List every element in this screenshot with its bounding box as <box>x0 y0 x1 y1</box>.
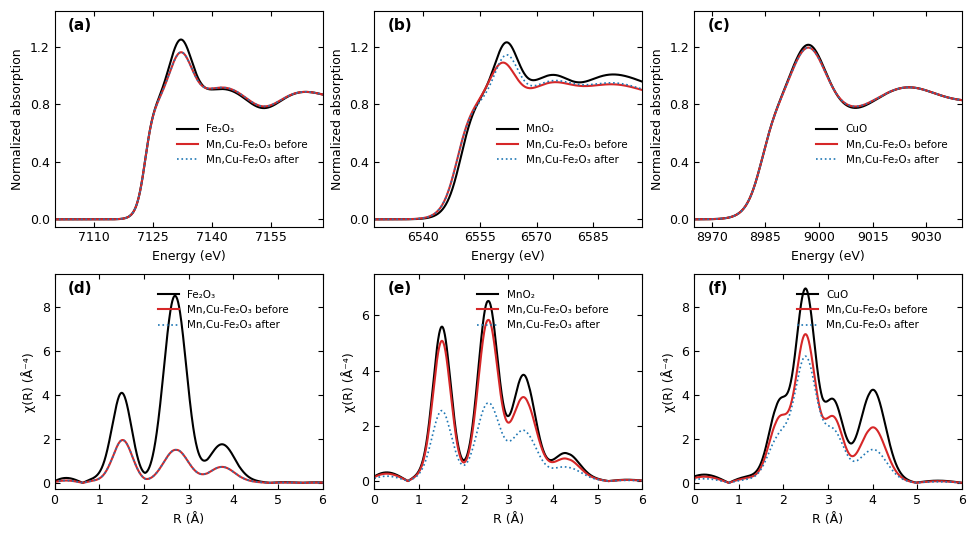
Fe₂O₃ <box>167 52 179 58</box>
Legend: MnO₂, Mn,Cu-Fe₂O₃ before, Mn,Cu-Fe₂O₃ after: MnO₂, Mn,Cu-Fe₂O₃ before, Mn,Cu-Fe₂O₃ af… <box>473 286 613 335</box>
Fe₂O₃ <box>233 91 244 98</box>
Mn,Cu-Fe₂O₃ before <box>258 103 270 110</box>
Mn,Cu-Fe₂O₃ before <box>167 61 179 68</box>
Fe₂O₃ <box>175 37 187 43</box>
Mn,Cu-Fe₂O₃ before <box>49 216 61 222</box>
Fe₂O₃ <box>317 91 328 98</box>
Text: (e): (e) <box>388 280 411 295</box>
Mn,Cu-Fe₂O₃ after <box>49 216 61 222</box>
Fe₂O₃ <box>263 104 275 111</box>
Mn,Cu-Fe₂O₃ before <box>317 91 328 98</box>
X-axis label: R (Å): R (Å) <box>173 513 204 526</box>
X-axis label: Energy (eV): Energy (eV) <box>151 250 226 263</box>
Fe₂O₃ <box>258 105 270 111</box>
X-axis label: Energy (eV): Energy (eV) <box>791 250 865 263</box>
Legend: CuO, Mn,Cu-Fe₂O₃ before, Mn,Cu-Fe₂O₃ after: CuO, Mn,Cu-Fe₂O₃ before, Mn,Cu-Fe₂O₃ aft… <box>793 286 932 335</box>
Fe₂O₃ <box>76 216 88 222</box>
Text: (d): (d) <box>68 280 93 295</box>
Y-axis label: Normalized absorption: Normalized absorption <box>11 48 24 190</box>
Fe₂O₃ <box>157 84 169 90</box>
Line: Mn,Cu-Fe₂O₃ after: Mn,Cu-Fe₂O₃ after <box>55 52 322 219</box>
Mn,Cu-Fe₂O₃ after <box>157 87 169 93</box>
Mn,Cu-Fe₂O₃ before <box>175 49 187 55</box>
Legend: Fe₂O₃, Mn,Cu-Fe₂O₃ before, Mn,Cu-Fe₂O₃ after: Fe₂O₃, Mn,Cu-Fe₂O₃ before, Mn,Cu-Fe₂O₃ a… <box>173 120 312 169</box>
Line: Mn,Cu-Fe₂O₃ before: Mn,Cu-Fe₂O₃ before <box>55 52 322 219</box>
Y-axis label: χ(R) (Å⁻⁴): χ(R) (Å⁻⁴) <box>21 352 36 412</box>
Text: (b): (b) <box>388 18 412 33</box>
X-axis label: R (Å): R (Å) <box>492 513 524 526</box>
Mn,Cu-Fe₂O₃ after <box>258 103 270 110</box>
Fe₂O₃ <box>49 216 61 222</box>
Mn,Cu-Fe₂O₃ before <box>233 90 244 96</box>
X-axis label: Energy (eV): Energy (eV) <box>471 250 545 263</box>
X-axis label: R (Å): R (Å) <box>813 513 843 526</box>
Y-axis label: Normalized absorption: Normalized absorption <box>331 48 344 190</box>
Text: (c): (c) <box>707 18 730 33</box>
Mn,Cu-Fe₂O₃ after <box>263 103 275 109</box>
Text: (f): (f) <box>707 280 728 295</box>
Legend: MnO₂, Mn,Cu-Fe₂O₃ before, Mn,Cu-Fe₂O₃ after: MnO₂, Mn,Cu-Fe₂O₃ before, Mn,Cu-Fe₂O₃ af… <box>492 120 632 169</box>
Y-axis label: Normalized absorption: Normalized absorption <box>651 48 663 190</box>
Legend: CuO, Mn,Cu-Fe₂O₃ before, Mn,Cu-Fe₂O₃ after: CuO, Mn,Cu-Fe₂O₃ before, Mn,Cu-Fe₂O₃ aft… <box>812 120 952 169</box>
Legend: Fe₂O₃, Mn,Cu-Fe₂O₃ before, Mn,Cu-Fe₂O₃ after: Fe₂O₃, Mn,Cu-Fe₂O₃ before, Mn,Cu-Fe₂O₃ a… <box>153 286 293 335</box>
Mn,Cu-Fe₂O₃ after <box>233 90 244 96</box>
Mn,Cu-Fe₂O₃ before <box>157 87 169 93</box>
Mn,Cu-Fe₂O₃ after <box>175 49 187 55</box>
Mn,Cu-Fe₂O₃ after <box>317 91 328 98</box>
Text: (a): (a) <box>68 18 92 33</box>
Mn,Cu-Fe₂O₃ before <box>76 216 88 222</box>
Mn,Cu-Fe₂O₃ after <box>76 216 88 222</box>
Mn,Cu-Fe₂O₃ after <box>167 61 179 68</box>
Line: Fe₂O₃: Fe₂O₃ <box>55 40 322 219</box>
Y-axis label: χ(R) (Å⁻⁴): χ(R) (Å⁻⁴) <box>341 352 356 412</box>
Y-axis label: χ(R) (Å⁻⁴): χ(R) (Å⁻⁴) <box>660 352 675 412</box>
Mn,Cu-Fe₂O₃ before <box>263 103 275 109</box>
